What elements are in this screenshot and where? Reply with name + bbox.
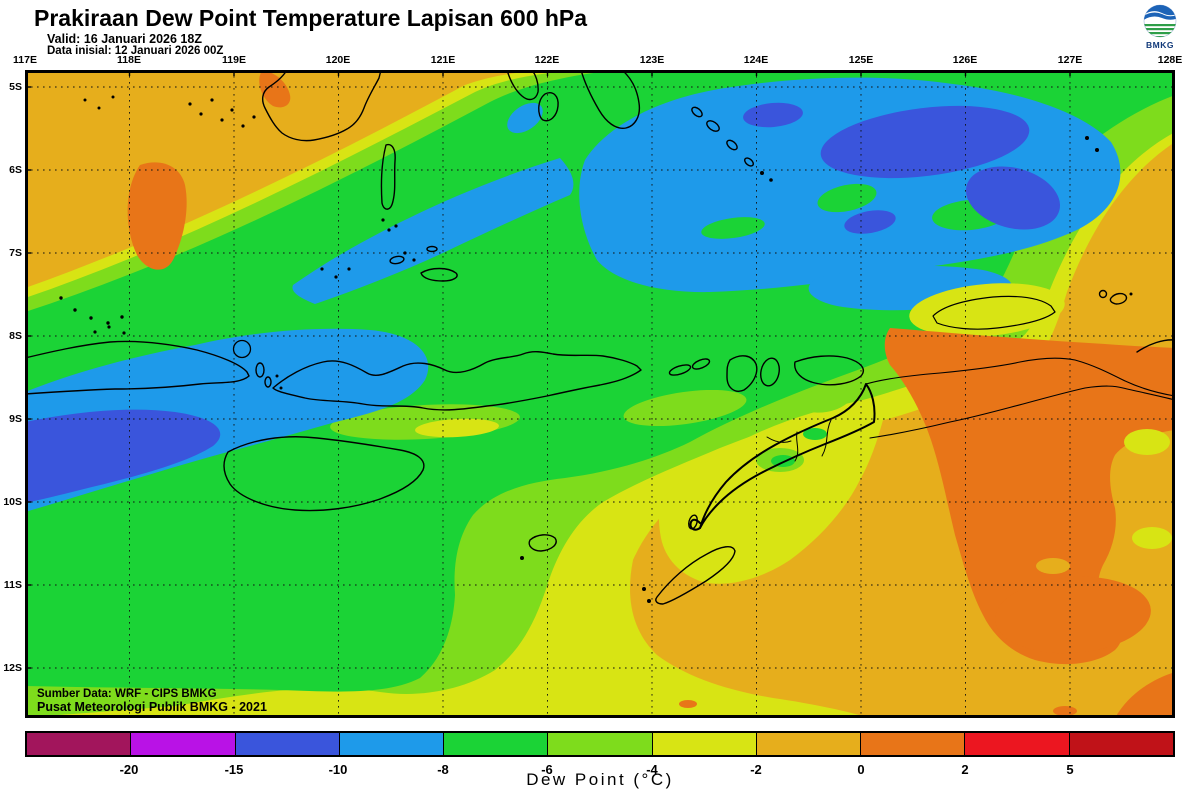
colorbar-cell xyxy=(339,733,445,755)
fill-region-lightblue-sliver xyxy=(507,102,543,134)
fill-region-green-hole xyxy=(701,217,765,239)
fill-region-yellow-oval xyxy=(1132,527,1172,549)
init-time-label: Data inisial: 12 Januari 2026 00Z xyxy=(47,45,224,57)
bmkg-logo-text: BMKG xyxy=(1146,40,1174,50)
colorbar-tick-label: -8 xyxy=(437,762,449,777)
colorbar-tick-label: 0 xyxy=(857,762,865,777)
fill-region-orange-tail xyxy=(995,576,1151,654)
colorbar-cell xyxy=(548,733,653,755)
fill-region-lightblue-tail xyxy=(292,158,574,304)
colorbar-cell xyxy=(965,733,1070,755)
lon-tick-label: 126E xyxy=(952,54,978,66)
colorbar-tick-label: -4 xyxy=(646,762,658,777)
fill-region-royalblue-core xyxy=(844,210,896,234)
colorbar-cell xyxy=(444,733,549,755)
lon-tick-label: 123E xyxy=(639,54,665,66)
colorbar-tick-label: -10 xyxy=(328,762,348,777)
colorbar-tick-label: -6 xyxy=(541,762,553,777)
colorbar-cell xyxy=(861,733,966,755)
page-title: Prakiraan Dew Point Temperature Lapisan … xyxy=(34,5,588,31)
fill-region-chartreuse-patch xyxy=(799,387,851,413)
bmkg-logo-icon xyxy=(1143,4,1177,38)
lon-tick-label: 128E xyxy=(1157,54,1183,66)
fill-region-orange-west xyxy=(127,162,187,270)
dewpoint-colorbar xyxy=(25,731,1175,757)
fill-region-green-hole xyxy=(817,183,877,213)
fill-region-royalblue-core xyxy=(820,105,1030,179)
fill-region-orange-corner xyxy=(1115,672,1175,718)
bmkg-logo: BMKG xyxy=(1138,2,1182,54)
dewpoint-contour-map xyxy=(25,70,1175,718)
colorbar-cell xyxy=(1069,733,1173,755)
valid-time-label: Valid: 16 Januari 2026 18Z xyxy=(47,32,202,46)
fill-region-amber-hole xyxy=(1036,558,1070,574)
colorbar-title: Dew Point (°C) xyxy=(526,770,674,789)
fill-region-royalblue-core xyxy=(965,166,1061,230)
coastlines xyxy=(25,70,1175,605)
credit-org: Pusat Meteorologi Publik BMKG - 2021 xyxy=(37,700,267,714)
fill-region-yellow-flores-south xyxy=(415,418,499,438)
colorbar-tick-label: -15 xyxy=(224,762,244,777)
lat-tick-label: 8S xyxy=(9,330,22,342)
timor-coastlines xyxy=(689,357,1175,531)
fill-region-chartreuse-patch xyxy=(733,416,763,432)
lat-tick-label: 6S xyxy=(9,164,22,176)
small-island-dots xyxy=(59,95,1133,603)
lon-tick-label: 127E xyxy=(1057,54,1083,66)
credit-source: Sumber Data: WRF - CIPS BMKG xyxy=(37,688,217,700)
fill-region-yellow-oval xyxy=(1124,429,1170,455)
fill-region-royalblue-core xyxy=(743,102,803,128)
fill-region-chartreuse-patch xyxy=(623,389,747,427)
fill-region-green-patch xyxy=(803,428,827,440)
lat-tick-label: 12S xyxy=(3,662,22,674)
lon-tick-label: 124E xyxy=(743,54,769,66)
colorbar-cell xyxy=(235,733,340,755)
colorbar-tick-label: 5 xyxy=(1066,762,1074,777)
lat-tick-label: 10S xyxy=(3,496,22,508)
fill-region-royalblue-southwest xyxy=(25,409,221,503)
fill-region-orange-north xyxy=(259,70,291,108)
fill-region-orange-east-mass xyxy=(884,328,1175,665)
map-credits: Sumber Data: WRF - CIPS BMKG Pusat Meteo… xyxy=(37,688,267,714)
weather-map xyxy=(25,70,1175,718)
fill-region-orange-dot xyxy=(679,700,697,708)
lon-tick-label: 125E xyxy=(848,54,874,66)
map-border xyxy=(25,70,1175,718)
colorbar-cell xyxy=(27,733,132,755)
colorbar-cell xyxy=(756,733,862,755)
colorbar-cell xyxy=(131,733,236,755)
colorbar-tick-label: -2 xyxy=(750,762,762,777)
lon-tick-label: 118E xyxy=(117,54,141,66)
lat-tick-label: 5S xyxy=(9,81,22,93)
lon-tick-label: 120E xyxy=(325,54,351,66)
fill-region-yellow-timor xyxy=(658,399,885,584)
colorbar-cell xyxy=(652,733,757,755)
lat-tick-label: 11S xyxy=(3,579,22,591)
fill-region-orange-dot xyxy=(1053,706,1077,716)
colorbar-tick-label: -20 xyxy=(119,762,139,777)
lon-tick-label: 119E xyxy=(222,54,246,66)
lon-tick-label: 122E xyxy=(534,54,560,66)
lon-tick-label: 121E xyxy=(430,54,456,66)
lat-tick-label: 7S xyxy=(9,247,22,259)
colorbar-tick-label: 2 xyxy=(961,762,969,777)
lat-tick-label: 9S xyxy=(9,413,22,425)
lon-tick-label: 117E xyxy=(13,54,37,66)
